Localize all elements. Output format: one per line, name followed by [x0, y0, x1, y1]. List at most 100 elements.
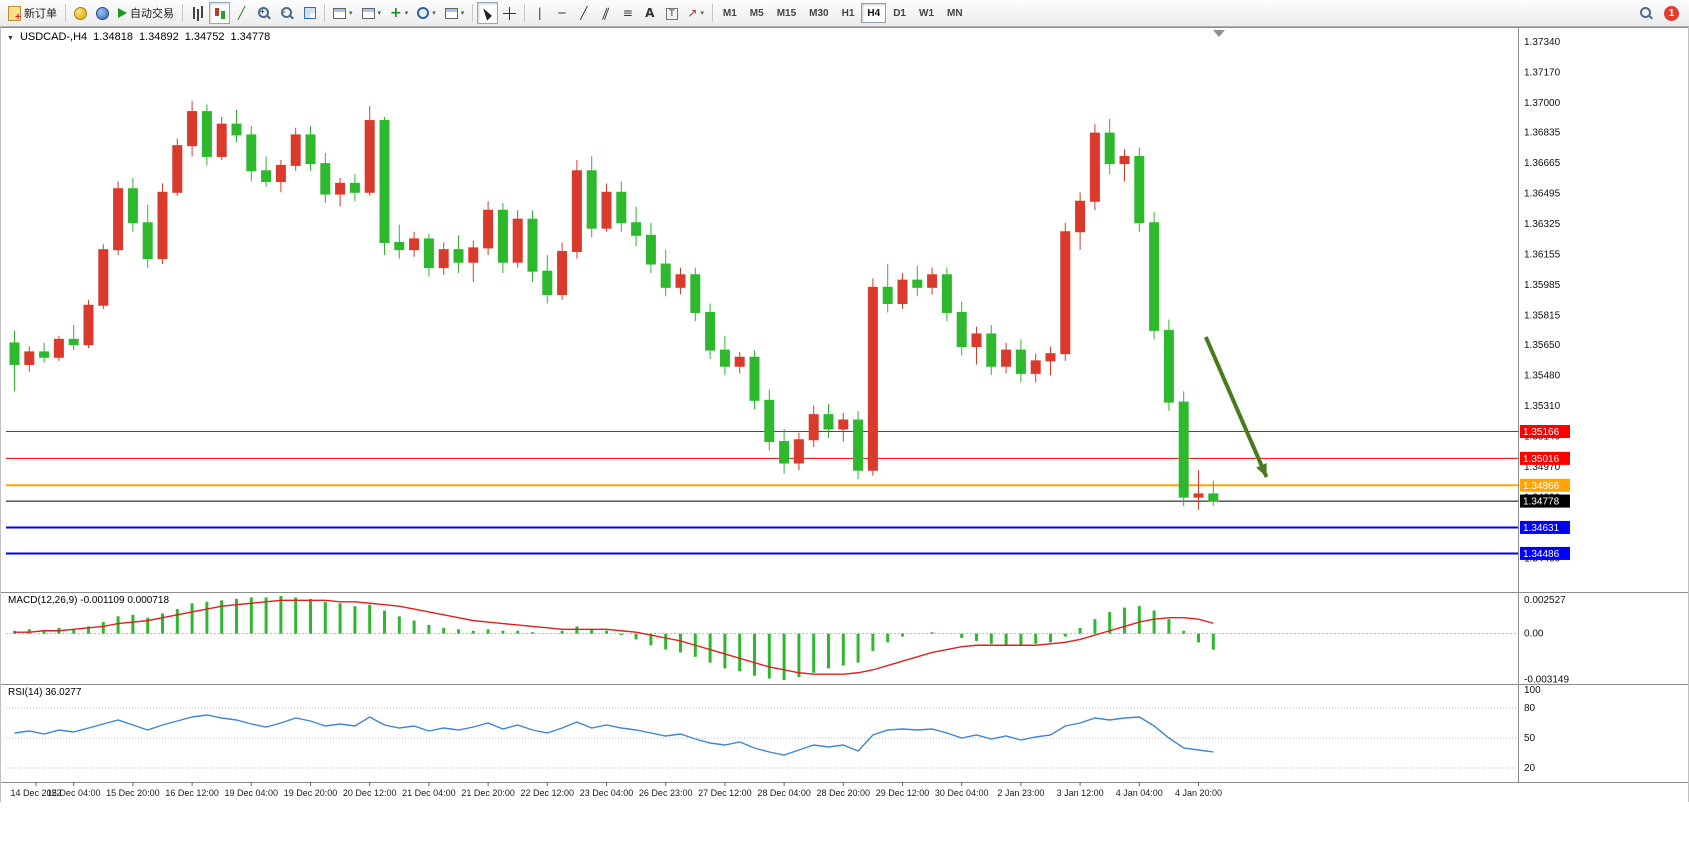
add-indicator-button[interactable]: ▾ [386, 2, 412, 24]
cursor-button[interactable] [477, 2, 499, 24]
autotrading-button[interactable]: 自动交易 [114, 2, 178, 24]
candle-body [941, 274, 952, 313]
horizontal-line-button[interactable] [551, 2, 572, 24]
tf-m15-button[interactable]: M15 [771, 3, 802, 23]
candle-body [1060, 231, 1071, 355]
candle-body [468, 247, 479, 263]
svg-text:-0.003149: -0.003149 [1524, 674, 1569, 685]
chart-menu-icon[interactable] [7, 31, 14, 43]
tf-h4-button[interactable]: H4 [861, 3, 887, 23]
price-tag-1.34866 [1520, 478, 1570, 492]
templates-button[interactable]: ▾ [441, 2, 469, 24]
svg-text:1.36665: 1.36665 [1524, 158, 1561, 169]
rsi-line [14, 714, 1214, 756]
candle-body [793, 439, 804, 464]
price-tag-1.34486 [1520, 546, 1570, 560]
search-button[interactable] [1635, 2, 1657, 24]
svg-text:15 Dec 20:00: 15 Dec 20:00 [106, 788, 160, 798]
tf-m1-button[interactable]: M1 [717, 3, 743, 23]
price-tag-1.34631 [1520, 520, 1570, 534]
candle-body [660, 263, 671, 288]
candle-body [542, 270, 553, 296]
candle-body [39, 351, 50, 358]
svg-text:16 Dec 12:00: 16 Dec 12:00 [165, 788, 219, 798]
macd-panel: 0.002527 0.00 -0.003149 [6, 595, 1569, 685]
candle-body [764, 399, 775, 443]
candle-body [675, 274, 686, 288]
svg-text:28 Dec 20:00: 28 Dec 20:00 [817, 788, 871, 798]
channel-button[interactable] [595, 2, 616, 24]
profiles-button[interactable]: ▾ [329, 2, 357, 24]
svg-text:1.34970: 1.34970 [1524, 462, 1561, 473]
chevron-down-icon: ▾ [460, 9, 465, 17]
bar-chart-button[interactable] [187, 2, 208, 24]
svg-text:27 Dec 12:00: 27 Dec 12:00 [698, 788, 752, 798]
rsi-label: RSI(14) 36.0277 [8, 687, 82, 698]
candles-layer [9, 100, 1219, 510]
svg-text:29 Dec 12:00: 29 Dec 12:00 [876, 788, 930, 798]
high-value: 1.34892 [138, 31, 179, 43]
text-tool-button[interactable] [639, 2, 660, 24]
trendline-icon [580, 6, 587, 20]
svg-text:1.35985: 1.35985 [1524, 280, 1561, 291]
fibonacci-button[interactable] [617, 2, 638, 24]
svg-text:50: 50 [1524, 733, 1536, 744]
notification-badge[interactable]: 1 [1664, 5, 1679, 21]
tf-d1-button[interactable]: D1 [887, 3, 912, 23]
vertical-line-icon [538, 6, 542, 20]
candle-body [749, 356, 760, 401]
svg-text:1.35310: 1.35310 [1524, 401, 1561, 412]
new-order-button[interactable]: 新订单 [4, 2, 61, 24]
candle-body [557, 250, 568, 296]
candle-body [68, 338, 79, 346]
tile-windows-icon [303, 7, 316, 19]
line-chart-button[interactable] [231, 2, 252, 24]
chart-shift-marker[interactable] [1213, 30, 1225, 37]
text-label-button[interactable] [661, 2, 682, 24]
tf-h1-button[interactable]: H1 [836, 3, 861, 23]
trendline-button[interactable] [573, 2, 594, 24]
autotrading-label: 自动交易 [130, 8, 174, 20]
candle-body [1193, 493, 1204, 498]
candle-body [187, 111, 198, 147]
zoom-in-button[interactable]: + [253, 2, 275, 24]
tf-m5-button[interactable]: M5 [744, 3, 770, 23]
candle-body [1178, 401, 1189, 498]
arrows-tool-button[interactable]: ▾ [683, 2, 708, 24]
fibonacci-icon [623, 6, 633, 20]
tile-windows-button[interactable] [299, 2, 320, 24]
candlestick-chart-button[interactable] [209, 2, 230, 24]
svg-text:30 Dec 04:00: 30 Dec 04:00 [935, 788, 989, 798]
periods-button[interactable]: ▾ [413, 2, 440, 24]
price-tag-1.34778 [1520, 494, 1570, 508]
signals-button[interactable] [92, 2, 113, 24]
svg-text:0.00: 0.00 [1524, 629, 1544, 640]
tf-mn-button[interactable]: MN [941, 3, 969, 23]
candle-body [823, 414, 834, 430]
candle-body [986, 333, 997, 367]
text-icon [645, 6, 654, 20]
chart-ohlc-header: USDCAD-,H4 1.34818 1.34892 1.34752 1.347… [7, 31, 270, 43]
candle-body [231, 123, 242, 136]
price-tags: 1.35166 1.35016 1.34866 1.34778 1.34631 1.344… [1520, 425, 1570, 560]
toolbar-separator [472, 4, 474, 22]
arrow-tool-icon [687, 6, 697, 20]
market-button[interactable] [70, 2, 91, 24]
zoom-out-button[interactable]: - [276, 2, 298, 24]
price-tag-1.35166 [1520, 425, 1570, 439]
candle-body [971, 333, 982, 348]
svg-text:1.35480: 1.35480 [1524, 371, 1561, 382]
cursor-icon [482, 5, 493, 21]
tf-m30-button[interactable]: M30 [803, 3, 834, 23]
window-list-button[interactable]: ▾ [358, 2, 386, 24]
trend-arrow[interactable] [1204, 336, 1269, 478]
rsi-panel: 100 80 50 20 [6, 685, 1541, 774]
candle-body [1134, 155, 1145, 224]
vertical-line-button[interactable] [529, 2, 550, 24]
svg-text:2 Jan 23:00: 2 Jan 23:00 [997, 788, 1044, 798]
crosshair-button[interactable] [499, 2, 520, 24]
tf-w1-button[interactable]: W1 [913, 3, 940, 23]
candle-body [1104, 132, 1115, 165]
